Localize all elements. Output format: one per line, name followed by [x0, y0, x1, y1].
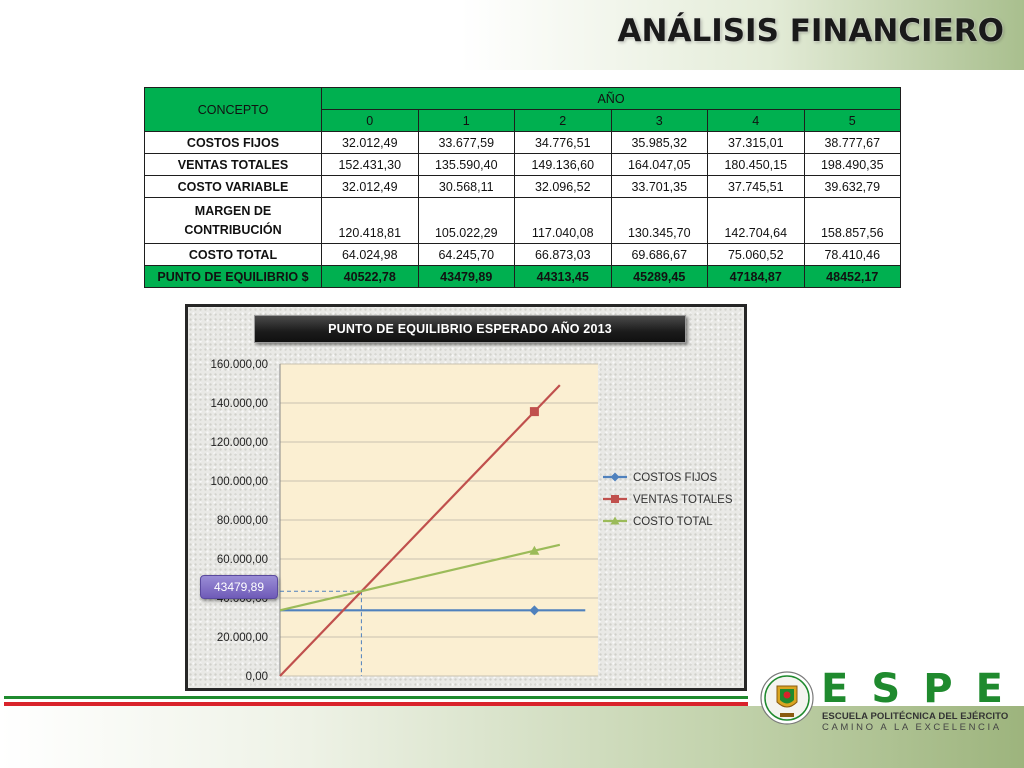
table-cell: 43479,89: [417, 265, 515, 288]
break-even-callout: 43479,89: [200, 575, 278, 599]
header-band: [0, 0, 1024, 70]
table-cell: 35.985,32: [610, 131, 708, 154]
y-tick-label: 100.000,00: [210, 476, 268, 488]
y-tick-label: 0,00: [246, 671, 268, 683]
row-label: PUNTO DE EQUILIBRIO $: [144, 265, 322, 288]
y-tick-label: 20.000,00: [217, 632, 268, 644]
year-header: AÑO: [321, 87, 901, 110]
year-cell: 2: [514, 109, 612, 132]
slide-title: ANÁLISIS FINANCIERO: [617, 13, 1004, 49]
table-cell: 142.704,64: [707, 197, 805, 244]
table-cell: 135.590,40: [417, 153, 515, 176]
table-row: COSTO VARIABLE 32.012,49 30.568,11 32.096,5…: [144, 175, 901, 198]
table-cell: 105.022,29: [417, 197, 515, 244]
row-label: COSTO VARIABLE: [144, 175, 322, 198]
year-cell: 3: [610, 109, 708, 132]
table-cell: 164.047,05: [610, 153, 708, 176]
legend-label: VENTAS TOTALES: [633, 494, 733, 506]
espe-letter: E: [821, 666, 849, 712]
year-cell: 1: [417, 109, 515, 132]
table-cell: 37.745,51: [707, 175, 805, 198]
legend-marker: [610, 472, 620, 482]
row-label: MARGEN DE CONTRIBUCIÓN: [144, 197, 322, 244]
table-cell: 47184,87: [707, 265, 805, 288]
table-cell: 198.490,35: [803, 153, 901, 176]
table-cell: 117.040,08: [514, 197, 612, 244]
series-marker: [529, 545, 540, 555]
table-cell: 33.677,59: [417, 131, 515, 154]
legend-label: COSTOS FIJOS: [633, 472, 717, 484]
legend-marker: [611, 495, 619, 503]
footer-band: [0, 706, 1024, 768]
table-cell: 75.060,52: [707, 243, 805, 266]
row-label: VENTAS TOTALES: [144, 153, 322, 176]
y-tick-label: 140.000,00: [210, 398, 268, 410]
footer-red-line: [4, 702, 748, 706]
year-cell: 5: [803, 109, 901, 132]
footer-green-line: [4, 696, 748, 699]
year-cell: 0: [321, 109, 419, 132]
table-cell: 44313,45: [514, 265, 612, 288]
y-tick-label: 60.000,00: [217, 554, 268, 566]
espe-motto: CAMINO A LA EXCELENCIA: [822, 722, 1002, 733]
table-cell: 32.012,49: [321, 175, 419, 198]
table-cell: 34.776,51: [514, 131, 612, 154]
series-marker: [529, 605, 540, 616]
y-tick-label: 80.000,00: [217, 515, 268, 527]
legend-marker: [610, 516, 620, 525]
espe-school-name: ESCUELA POLITÉCNICA DEL EJÉRCITO: [822, 711, 1009, 722]
table-cell: 39.632,79: [803, 175, 901, 198]
legend-label: COSTO TOTAL: [633, 516, 713, 528]
espe-letter: E: [975, 666, 1003, 712]
concept-header: CONCEPTO: [144, 87, 322, 132]
table-cell: 45289,45: [610, 265, 708, 288]
table-cell: 120.418,81: [321, 197, 419, 244]
table-cell: 152.431,30: [321, 153, 419, 176]
table-row: PUNTO DE EQUILIBRIO $40522,78 43479,89 443…: [144, 265, 901, 288]
espe-wordmark: E S P E: [821, 669, 1003, 709]
chart-title: PUNTO DE EQUILIBRIO ESPERADO AÑO 2013: [254, 315, 686, 343]
table-row: MARGEN DE CONTRIBUCIÓN 120.418,81 105.022,2…: [144, 197, 901, 244]
espe-letter: P: [923, 666, 953, 712]
table-cell: 149.136,60: [514, 153, 612, 176]
y-tick-label: 160.000,00: [210, 359, 268, 371]
table-cell: 48452,17: [803, 265, 901, 288]
espe-letter: S: [871, 666, 901, 712]
row-label: COSTO TOTAL: [144, 243, 322, 266]
row-label: COSTOS FIJOS: [144, 131, 322, 154]
espe-seal-icon: [760, 671, 814, 725]
table-cell: 37.315,01: [707, 131, 805, 154]
table-cell: 78.410,46: [803, 243, 901, 266]
series-marker: [529, 407, 539, 417]
table-row: VENTAS TOTALES 152.431,30 135.590,40 149.13…: [144, 153, 901, 176]
row-label-line: MARGEN DE: [194, 203, 272, 218]
table-cell: 130.345,70: [610, 197, 708, 244]
row-label-line: CONTRIBUCIÓN: [184, 222, 282, 237]
y-tick-label: 120.000,00: [210, 437, 268, 449]
